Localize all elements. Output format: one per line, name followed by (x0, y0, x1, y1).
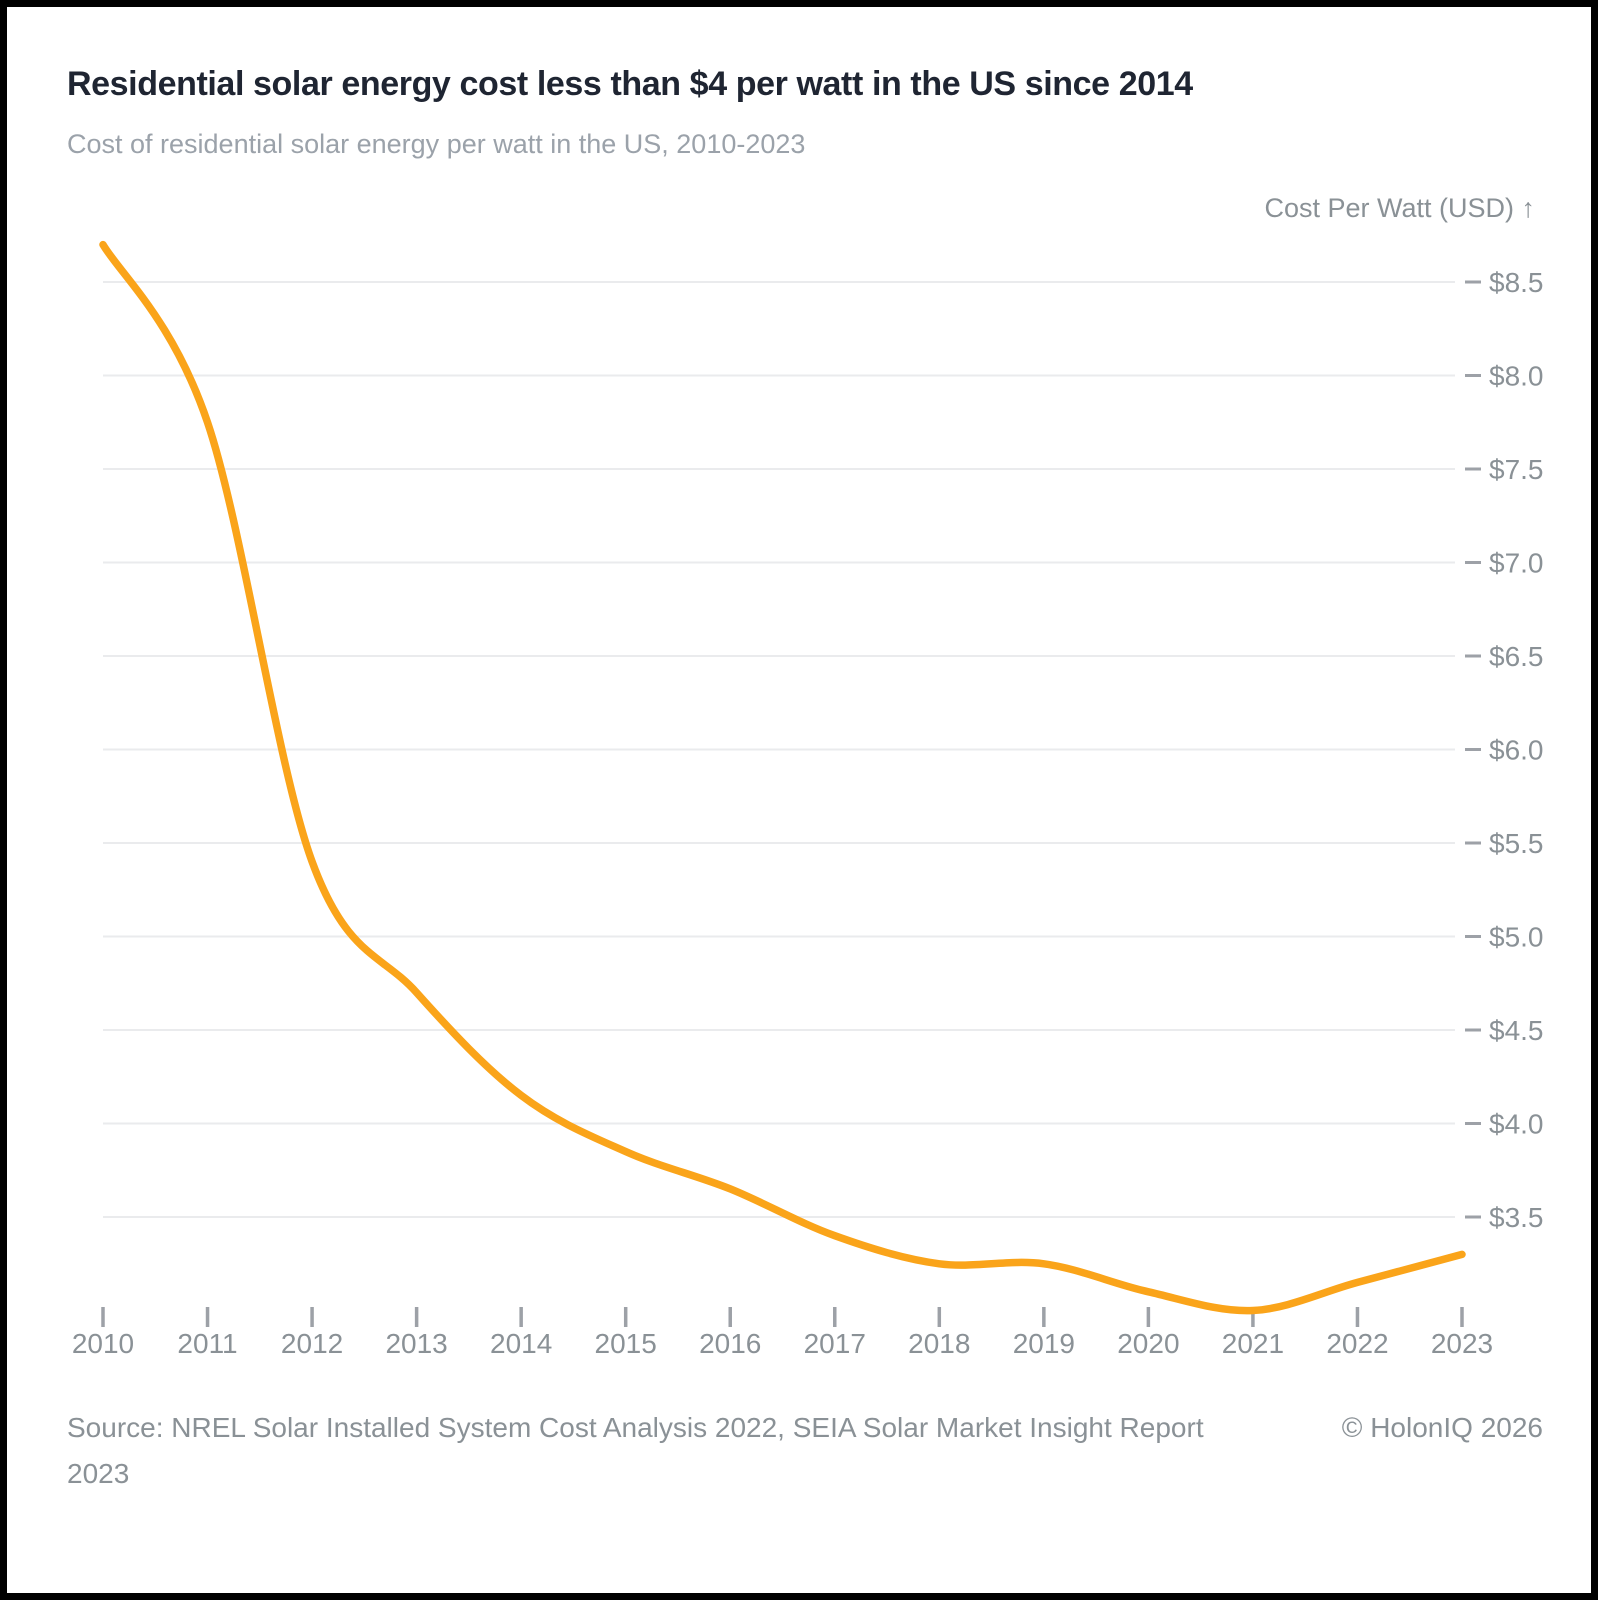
y-axis-tick-label: $7.5 (1489, 454, 1544, 485)
y-axis-tick-label: $4.0 (1489, 1109, 1544, 1140)
page-subtitle: Cost of residential solar energy per wat… (67, 129, 806, 159)
x-axis-tick-label: 2022 (1326, 1328, 1388, 1359)
y-axis-tick-label: $4.5 (1489, 1015, 1544, 1046)
x-axis-tick-label: 2023 (1431, 1328, 1493, 1359)
source-note: Source: NREL Solar Installed System Cost… (67, 1412, 1204, 1489)
x-axis-tick-label: 2017 (804, 1328, 866, 1359)
x-axis-tick-label: 2020 (1117, 1328, 1179, 1359)
chart-card: Residential solar energy cost less than … (7, 7, 1591, 1593)
x-axis-tick-label: 2010 (72, 1328, 134, 1359)
x-axis-tick-label: 2012 (281, 1328, 343, 1359)
y-axis-tick-label: $7.0 (1489, 548, 1544, 579)
y-axis-tick-label: $8.5 (1489, 267, 1544, 298)
x-axis-tick-label: 2015 (595, 1328, 657, 1359)
y-axis-tick-label: $6.0 (1489, 735, 1544, 766)
y-axis-tick-label: $3.5 (1489, 1202, 1544, 1233)
x-axis-tick-label: 2016 (699, 1328, 761, 1359)
x-axis-tick-label: 2019 (1013, 1328, 1075, 1359)
cost-per-watt-line (99, 240, 1466, 1315)
x-axis-tick-label: 2013 (385, 1328, 447, 1359)
chart-canvas: $8.5 $8.0 $7.5 $7.0 $6.5 $6.0 $5.5 $5.0 $4.5 $4.0… (7, 7, 1598, 1600)
page-title: Residential solar energy cost less than … (67, 65, 1193, 103)
x-axis-tick-label: 2011 (177, 1328, 237, 1359)
x-axis-tick-label: 2018 (908, 1328, 970, 1359)
x-axis-tick-label: 2021 (1222, 1328, 1284, 1359)
y-axis-tick-label: $5.5 (1489, 828, 1544, 859)
x-axis-tick-label: 2014 (490, 1328, 552, 1359)
y-axis-tick-label: $8.0 (1489, 361, 1544, 392)
y-axis-tick-label: $5.0 (1489, 922, 1544, 953)
y-axis-title: Cost Per Watt (USD) ↑ (1264, 193, 1535, 223)
y-axis-tick-label: $6.5 (1489, 641, 1544, 672)
copyright-note: © HolonIQ 2026 (1341, 1412, 1543, 1443)
